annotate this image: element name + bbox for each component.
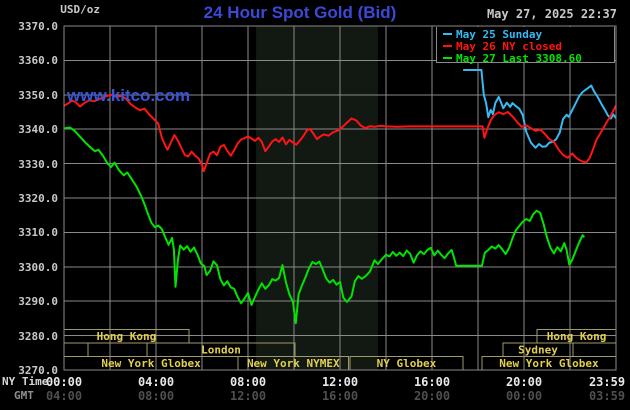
y-axis-tick-label: 3270.0 — [18, 364, 58, 377]
session-label: Hong Kong — [547, 330, 607, 343]
session-box — [87, 342, 148, 357]
x-axis-name-gmt: GMT — [14, 389, 34, 402]
legend-label-may26: May 26 NY closed — [456, 40, 562, 53]
y-axis-tick-label: 3340.0 — [18, 123, 58, 137]
series-may26-line — [63, 93, 617, 173]
session-label: NY Globex — [377, 357, 437, 370]
legend-label-may27: May 27 Last 3308.60 — [456, 52, 582, 65]
kitco-watermark-link[interactable]: www.kitco.com — [67, 86, 191, 105]
y-axis-tick-label: 3330.0 — [18, 157, 58, 171]
x-axis-tick-gmt: 12:00 — [229, 389, 267, 403]
legend-swatch-may26 — [443, 44, 452, 47]
x-axis-tick-gmt: 16:00 — [321, 389, 359, 403]
x-axis-tick-gmt: 03:59 — [588, 389, 626, 403]
y-axis-tick-label: 3360.0 — [18, 54, 58, 68]
legend-item-may27: May 27 Last 3308.60 — [443, 53, 614, 64]
x-axis-tick-ny: 20:00 — [505, 375, 543, 389]
series-may25-line — [463, 69, 617, 149]
session-label: New York Globex — [499, 357, 599, 370]
page-title: 24 Hour Spot Gold (Bid) — [203, 3, 397, 22]
y-axis-tick-label: 3310.0 — [18, 226, 58, 240]
legend-swatch-may27 — [443, 56, 452, 59]
y-axis-tick-label: 3280.0 — [18, 329, 58, 343]
session-label: New York Globex — [101, 357, 201, 370]
x-axis-tick-ny: 08:00 — [229, 375, 267, 389]
session-label: New York NYMEX — [247, 357, 340, 370]
session-box — [63, 342, 89, 357]
y-axis-tick-label: 3370.0 — [18, 20, 58, 33]
legend: May 25 Sunday May 26 NY closed May 27 La… — [436, 27, 615, 64]
x-axis-name-ny-time: NY Time — [2, 375, 49, 388]
legend-swatch-may25 — [443, 32, 452, 35]
y-axis-tick-label: 3300.0 — [18, 260, 58, 274]
x-axis-tick-ny: 00:00 — [45, 375, 83, 389]
legend-label-may25: May 25 Sunday — [456, 28, 543, 41]
y-axis-tick-label: 3350.0 — [18, 88, 58, 102]
session-box — [572, 342, 617, 357]
x-axis-tick-gmt: 00:00 — [505, 389, 543, 403]
x-axis-tick-gmt: 20:00 — [413, 389, 451, 403]
x-axis-tick-ny: 23:59 — [588, 375, 626, 389]
plot-border — [63, 25, 617, 371]
session-label: Hong Kong — [97, 330, 157, 343]
session-label: Sydney — [518, 344, 558, 357]
legend-item-may26: May 26 NY closed — [443, 41, 614, 52]
x-axis-tick-ny: 12:00 — [321, 375, 359, 389]
chart-timestamp: May 27, 2025 22:37 — [486, 7, 617, 21]
series-may27-line — [63, 126, 586, 325]
y-axis-tick-label: 3320.0 — [18, 192, 58, 205]
x-axis-tick-gmt: 04:00 — [45, 389, 83, 403]
legend-item-may25: May 25 Sunday — [443, 29, 614, 40]
x-axis-tick-gmt: 08:00 — [137, 389, 175, 403]
y-axis-unit-label: USD/oz — [60, 3, 100, 16]
x-axis-tick-ny: 04:00 — [137, 375, 175, 389]
session-label: London — [201, 344, 241, 357]
x-axis-tick-ny: 16:00 — [413, 375, 451, 389]
y-axis-tick-label: 3290.0 — [18, 295, 58, 309]
